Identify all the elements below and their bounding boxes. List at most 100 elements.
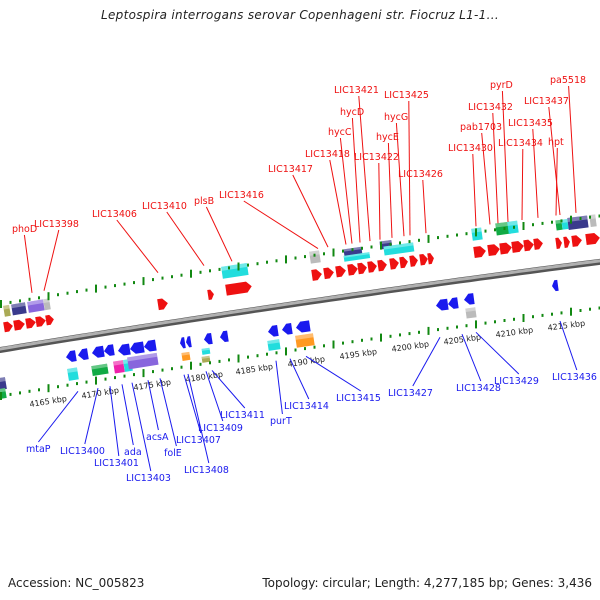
lower-guide-tick bbox=[332, 340, 335, 349]
upper-guide-tick bbox=[76, 290, 78, 294]
upper-guide-tick bbox=[85, 288, 88, 292]
upper-guide-tick bbox=[579, 217, 582, 220]
upper-guide-tick bbox=[532, 223, 534, 227]
upper-guide-tick bbox=[9, 300, 12, 304]
top-label-leader bbox=[387, 142, 393, 238]
top-label-leader bbox=[568, 85, 577, 213]
upper-guide-tick bbox=[560, 219, 563, 223]
forward-gene bbox=[563, 236, 570, 248]
bottom-gene-label: LIC13427 bbox=[388, 388, 433, 399]
top-label-leader bbox=[329, 159, 347, 245]
forward-gene bbox=[323, 267, 334, 280]
top-label-leader bbox=[408, 100, 411, 236]
bottom-label-leader bbox=[109, 386, 120, 457]
upper-guide-tick bbox=[228, 266, 230, 270]
upper-guide-tick bbox=[171, 275, 173, 279]
kbp-tick-label: 4185 kbp bbox=[235, 362, 274, 377]
upper-guide-tick bbox=[285, 255, 287, 264]
feature-box-shine bbox=[3, 304, 10, 310]
feature-box bbox=[295, 333, 315, 348]
bottom-label-leader bbox=[183, 374, 202, 434]
feature-box-fill bbox=[67, 367, 79, 381]
forward-gene bbox=[207, 289, 214, 300]
feature-box bbox=[3, 304, 11, 317]
feature-box bbox=[495, 221, 511, 236]
feature-box-fill bbox=[343, 252, 371, 262]
lower-guide-tick bbox=[66, 383, 69, 387]
lower-guide-tick bbox=[503, 319, 506, 322]
lower-guide-tick bbox=[152, 370, 154, 374]
lower-guide-tick bbox=[171, 367, 173, 371]
bottom-gene-label: LIC13414 bbox=[284, 401, 329, 412]
feature-box-fill bbox=[555, 219, 563, 231]
lower-guide-tick bbox=[247, 355, 249, 359]
reverse-gene bbox=[220, 330, 229, 343]
reverse-gene bbox=[92, 345, 105, 358]
upper-guide-tick bbox=[446, 234, 449, 238]
top-label-leader bbox=[23, 234, 33, 293]
kbp-tick-label: 4200 kbp bbox=[391, 340, 430, 354]
upper-guide-tick bbox=[38, 296, 40, 300]
feature-box bbox=[507, 220, 519, 234]
feature-box-shine bbox=[201, 355, 210, 359]
upper-guide-tick bbox=[199, 270, 202, 274]
lower-guide-tick bbox=[532, 315, 534, 319]
bottom-gene-label: folE bbox=[164, 448, 182, 459]
upper-guide-tick bbox=[351, 248, 354, 252]
reverse-gene bbox=[268, 324, 279, 337]
upper-guide-tick bbox=[380, 241, 382, 250]
upper-guide-tick bbox=[399, 241, 401, 245]
feature-box-fill bbox=[3, 304, 11, 317]
top-gene-label: LIC13417 bbox=[268, 164, 313, 175]
reverse-gene bbox=[552, 279, 559, 292]
lower-guide-tick bbox=[589, 307, 591, 311]
axis-line bbox=[0, 259, 600, 351]
upper-guide-tick bbox=[275, 259, 278, 263]
top-label-leader bbox=[472, 153, 477, 227]
lower-guide-tick bbox=[285, 347, 287, 356]
feature-box bbox=[343, 252, 371, 262]
feature-box-shine bbox=[67, 367, 78, 373]
bottom-gene-label: LIC13411 bbox=[220, 410, 265, 421]
feature-box-shine bbox=[379, 239, 392, 245]
top-gene-label: phoD bbox=[12, 224, 37, 235]
forward-gene bbox=[35, 316, 46, 328]
feature-box-fill bbox=[181, 351, 191, 361]
feature-box-shine bbox=[383, 242, 414, 250]
lower-guide-tick bbox=[465, 324, 468, 328]
map-title: Leptospira interrogans serovar Copenhage… bbox=[101, 8, 499, 22]
top-label-leader bbox=[205, 206, 233, 262]
kbp-tick-label: 4165 kbp bbox=[29, 394, 68, 409]
feature-box-shine bbox=[27, 299, 44, 306]
upper-guide-tick bbox=[57, 293, 59, 297]
lower-guide-tick bbox=[570, 307, 572, 316]
feature-box bbox=[91, 363, 109, 377]
upper-guide-tick bbox=[114, 284, 116, 288]
lower-guide-tick bbox=[456, 325, 458, 329]
upper-guide-tick bbox=[332, 248, 335, 257]
bottom-label-leader bbox=[159, 378, 177, 447]
upper-guide-tick bbox=[361, 246, 363, 250]
feature-box-fill bbox=[589, 214, 597, 228]
kbp-tick-label: 4195 kbp bbox=[339, 347, 378, 361]
feature-box-fill bbox=[91, 363, 109, 377]
top-gene-label: pyrD bbox=[490, 80, 513, 91]
upper-guide-tick bbox=[389, 242, 392, 246]
lower-guide-tick bbox=[560, 311, 563, 315]
upper-guide-tick bbox=[418, 238, 420, 242]
bottom-label-leader bbox=[84, 387, 99, 445]
upper-guide-tick bbox=[503, 227, 506, 230]
top-label-leader bbox=[521, 148, 524, 221]
forward-gene bbox=[409, 255, 418, 267]
upper-guide-tick bbox=[218, 267, 221, 271]
feature-box-shine bbox=[567, 215, 588, 223]
feature-box-shine bbox=[0, 377, 6, 383]
top-gene-label: LIC13418 bbox=[305, 149, 350, 160]
feature-box bbox=[27, 299, 45, 313]
upper-guide-tick bbox=[247, 263, 249, 267]
upper-guide-tick bbox=[294, 256, 297, 260]
top-gene-label: hpt bbox=[548, 137, 564, 148]
top-label-leader bbox=[481, 132, 491, 225]
upper-guide-tick bbox=[209, 269, 211, 273]
